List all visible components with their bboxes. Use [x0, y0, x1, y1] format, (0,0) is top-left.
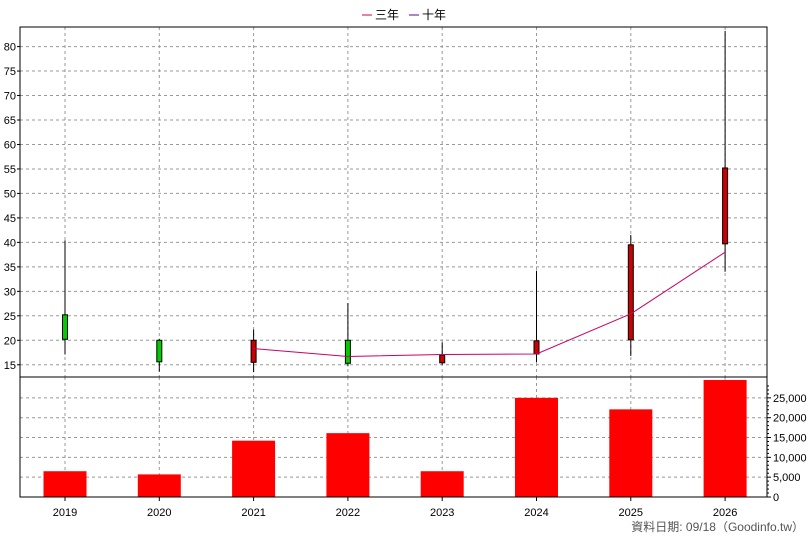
average-lines: [253, 251, 726, 357]
candle-body-2023: [439, 354, 446, 364]
x-tick-label: 2025: [619, 507, 643, 519]
price-tick-label: 15: [4, 360, 16, 372]
volume-bar-2025: [609, 409, 653, 497]
candle-body-2024: [533, 340, 540, 355]
price-tick-label: 50: [4, 188, 16, 200]
price-tick-label: 30: [4, 286, 16, 298]
volume-tick-label: 25,000: [773, 393, 807, 405]
price-tick-label: 45: [4, 213, 16, 225]
footer-source-text: 資料日期: 09/18（Goodinfo.tw）: [631, 520, 804, 534]
candle-body-2025: [627, 244, 634, 341]
legend-label-ten-year: 十年: [422, 8, 446, 22]
x-tick-label: 2019: [53, 507, 77, 519]
price-tick-label: 25: [4, 311, 16, 323]
volume-bar-2022: [326, 433, 370, 497]
x-tick-label: 2023: [430, 507, 454, 519]
price-tick-label: 80: [4, 42, 16, 54]
price-tick-label: 75: [4, 66, 16, 78]
x-tick-label: 2026: [713, 507, 737, 519]
price-tick-label: 70: [4, 91, 16, 103]
line-series-0: [253, 251, 726, 357]
candle-body-2026: [722, 167, 729, 245]
volume-bar-2021: [232, 440, 276, 497]
x-axis-ticks: 2019 2020 2021 2022 2023 2024 2025 2026: [53, 497, 737, 519]
volume-tick-label: 20,000: [773, 413, 807, 425]
candle-body-2020: [156, 339, 163, 363]
volume-bar-2023: [420, 471, 464, 497]
price-tick-label: 65: [4, 115, 16, 127]
price-tick-label: 40: [4, 237, 16, 249]
price-tick-label: 35: [4, 262, 16, 274]
x-tick-label: 2024: [524, 507, 548, 519]
volume-tick-label: 15,000: [773, 433, 807, 445]
volume-bar-2024: [515, 397, 558, 497]
candle-body-2021: [250, 339, 257, 363]
legend-label-three-year: 三年: [375, 8, 399, 22]
price-axis-ticks: 15 20 25 30 35 40 45 50 55 60 65 70 75 80: [4, 42, 20, 372]
volume-tick-label: 10,000: [773, 452, 807, 464]
volume-bars: [43, 380, 747, 497]
x-tick-label: 2020: [147, 507, 171, 519]
price-tick-label: 55: [4, 164, 16, 176]
price-tick-label: 60: [4, 139, 16, 151]
price-tick-label: 20: [4, 335, 16, 347]
chart-legend: 三年 十年: [362, 8, 446, 22]
x-tick-label: 2022: [336, 507, 360, 519]
volume-panel-frame: [19, 376, 768, 498]
volume-tick-label: 5,000: [773, 472, 801, 484]
x-tick-label: 2021: [241, 507, 265, 519]
candlesticks: [62, 30, 729, 373]
volume-bar-2020: [137, 474, 181, 497]
candle-body-2019: [62, 314, 68, 340]
volume-bar-2019: [43, 471, 87, 497]
volume-tick-label: 0: [773, 492, 779, 504]
volume-bar-2026: [703, 380, 747, 497]
candle-body-2022: [344, 339, 351, 364]
